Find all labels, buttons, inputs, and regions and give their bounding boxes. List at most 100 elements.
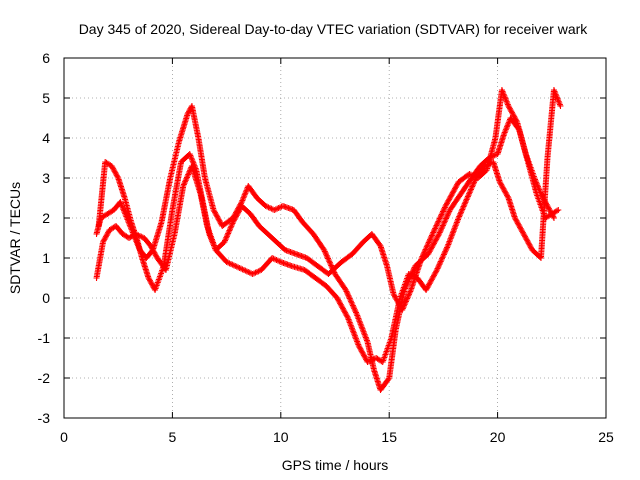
data-point bbox=[145, 275, 152, 281]
data-point bbox=[442, 247, 449, 254]
data-point bbox=[249, 271, 256, 277]
data-point bbox=[438, 212, 445, 219]
data-point bbox=[431, 272, 438, 279]
data-point bbox=[216, 217, 223, 224]
data-point bbox=[217, 219, 224, 225]
data-point bbox=[228, 223, 235, 230]
data-point bbox=[353, 309, 360, 316]
data-points bbox=[93, 87, 564, 393]
data-point bbox=[272, 256, 279, 263]
data-point bbox=[223, 259, 230, 265]
data-point bbox=[341, 308, 348, 315]
data-point bbox=[427, 235, 434, 242]
data-point bbox=[449, 191, 456, 197]
data-point bbox=[110, 165, 117, 172]
data-point bbox=[269, 255, 276, 261]
data-point bbox=[406, 291, 413, 298]
data-point bbox=[525, 240, 532, 247]
data-point bbox=[271, 207, 278, 213]
data-point bbox=[436, 231, 443, 237]
data-point bbox=[440, 207, 447, 214]
x-tick-label: 10 bbox=[273, 429, 289, 445]
data-point bbox=[236, 265, 243, 271]
data-point bbox=[424, 284, 431, 291]
data-point bbox=[441, 205, 448, 212]
data-point bbox=[512, 216, 519, 223]
data-point bbox=[449, 189, 456, 196]
data-point bbox=[362, 355, 369, 361]
data-point bbox=[463, 197, 470, 204]
data-point bbox=[238, 265, 245, 272]
data-point bbox=[497, 180, 504, 187]
data-point bbox=[550, 213, 557, 220]
data-point bbox=[100, 237, 107, 244]
data-point bbox=[429, 243, 436, 249]
data-point bbox=[452, 184, 459, 191]
data-point bbox=[441, 204, 448, 211]
data-point bbox=[232, 215, 239, 221]
data-point bbox=[420, 250, 427, 257]
data-point bbox=[113, 171, 120, 177]
data-point bbox=[519, 228, 526, 235]
data-point bbox=[180, 181, 187, 188]
data-point bbox=[235, 208, 242, 215]
series-track-3 bbox=[93, 87, 564, 365]
data-point bbox=[221, 239, 228, 245]
data-point bbox=[232, 213, 239, 220]
data-point bbox=[547, 208, 554, 215]
x-axis-label: GPS time / hours bbox=[282, 457, 389, 473]
y-tick-label: -1 bbox=[38, 330, 51, 346]
data-point bbox=[437, 228, 444, 235]
data-point bbox=[508, 108, 515, 115]
data-point bbox=[431, 240, 438, 247]
data-point bbox=[255, 268, 262, 275]
data-point bbox=[344, 291, 351, 298]
data-point bbox=[513, 217, 520, 224]
data-point bbox=[185, 170, 192, 177]
data-point bbox=[360, 352, 367, 359]
data-point bbox=[340, 307, 347, 313]
data-point bbox=[405, 271, 412, 277]
data-point bbox=[213, 212, 220, 219]
data-point bbox=[437, 259, 444, 266]
data-point bbox=[401, 302, 408, 309]
data-point bbox=[347, 296, 354, 303]
data-point bbox=[461, 200, 468, 207]
data-point bbox=[509, 109, 516, 116]
y-tick-label: 5 bbox=[42, 90, 50, 106]
data-point bbox=[442, 248, 449, 255]
data-point bbox=[469, 183, 476, 190]
data-point bbox=[385, 376, 392, 383]
data-point bbox=[467, 187, 474, 194]
data-point bbox=[437, 258, 444, 265]
data-point bbox=[102, 235, 109, 241]
data-point bbox=[518, 227, 525, 233]
data-point bbox=[360, 351, 367, 357]
data-point bbox=[406, 289, 413, 296]
data-point bbox=[524, 237, 531, 244]
data-point bbox=[224, 231, 231, 238]
data-point bbox=[349, 302, 356, 309]
data-point bbox=[364, 359, 371, 365]
data-point bbox=[511, 215, 518, 221]
data-point bbox=[429, 231, 436, 237]
data-point bbox=[459, 206, 466, 213]
data-point bbox=[444, 212, 451, 219]
data-point bbox=[517, 225, 524, 232]
data-point bbox=[265, 204, 272, 211]
data-point bbox=[347, 298, 354, 305]
data-point bbox=[222, 237, 229, 244]
data-point bbox=[334, 295, 341, 301]
chart-title: Day 345 of 2020, Sidereal Day-to-day VTE… bbox=[79, 21, 589, 37]
data-point bbox=[524, 239, 531, 245]
data-point bbox=[432, 269, 439, 276]
data-point bbox=[522, 235, 529, 241]
data-point bbox=[504, 193, 511, 200]
data-point bbox=[514, 220, 521, 227]
data-point bbox=[430, 229, 437, 236]
data-point bbox=[470, 180, 477, 187]
data-point bbox=[402, 299, 409, 306]
data-point bbox=[114, 173, 121, 180]
data-point bbox=[242, 267, 249, 274]
